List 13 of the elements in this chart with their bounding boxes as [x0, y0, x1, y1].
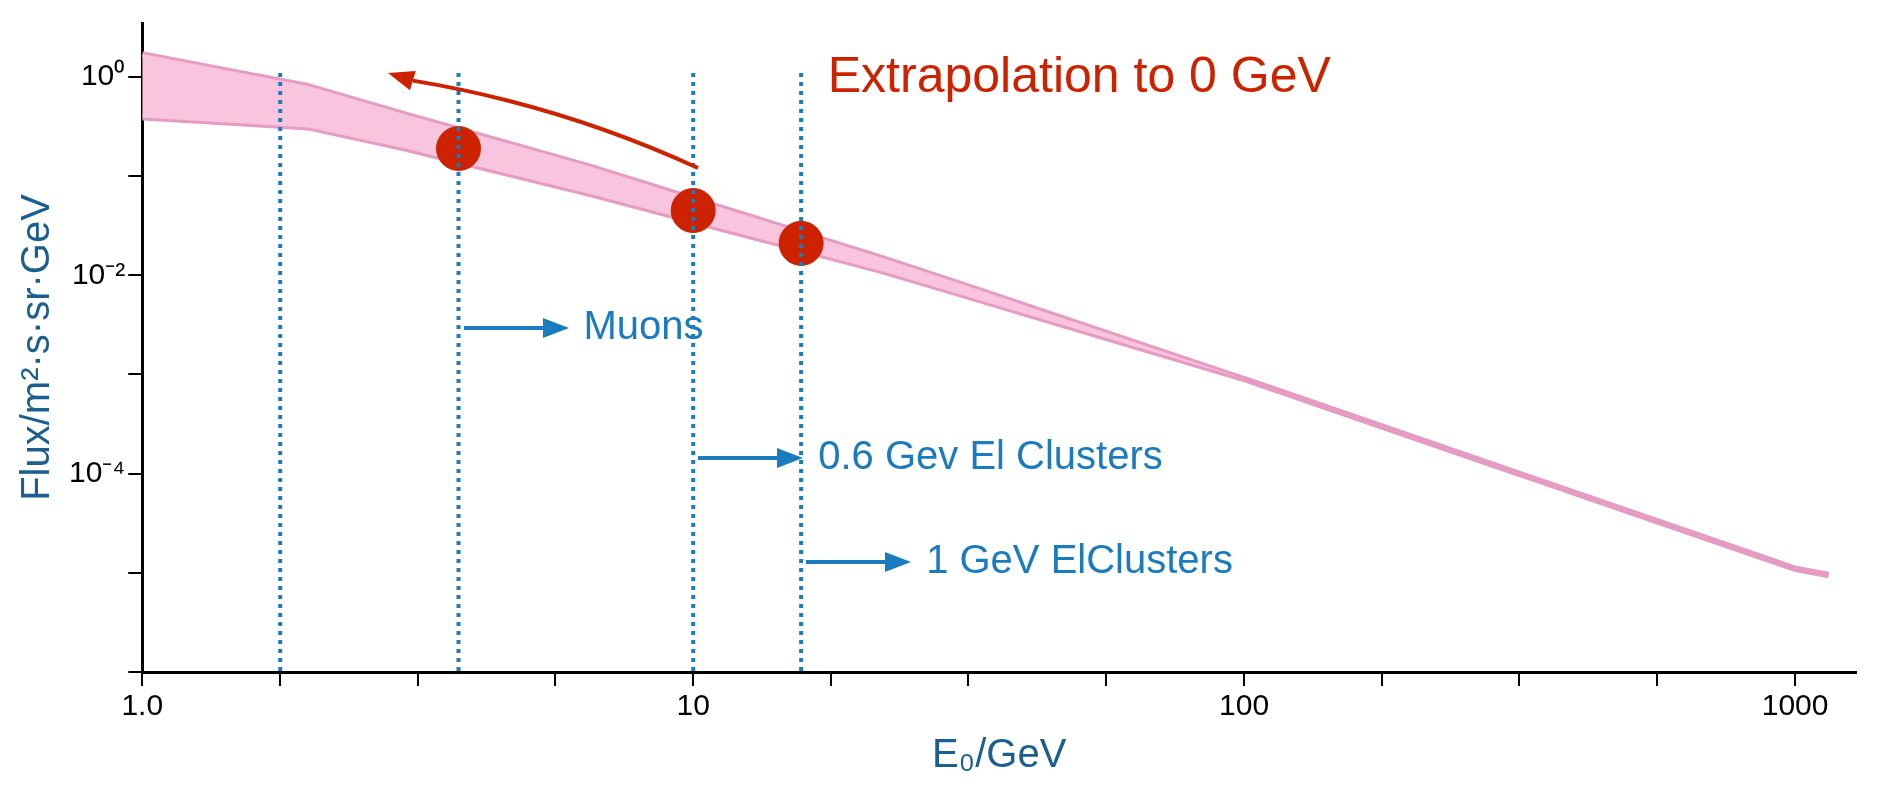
- x-tick-label: 1.0: [121, 688, 164, 722]
- ref-line-label: 0.6 Gev El Clusters: [818, 432, 1163, 477]
- ref-line-label: 1 GeV ElClusters: [926, 536, 1233, 581]
- x-tick-label: 100: [1219, 688, 1270, 722]
- x-tick-label: 10: [676, 688, 710, 722]
- y-tick-label: 10⁰: [80, 58, 126, 92]
- annotation: Extrapolation to 0 GeV: [827, 46, 1332, 103]
- y-axis-title: Flux/m²·s·sr·GeV: [13, 193, 58, 501]
- x-axis-title: E₀/GeV: [931, 731, 1067, 776]
- y-tick-label: 10⁻⁴: [68, 454, 126, 488]
- x-tick-label: 1000: [1761, 688, 1829, 722]
- y-tick-label: 10⁻²: [71, 256, 126, 290]
- ref-line-label: Muons: [583, 303, 704, 348]
